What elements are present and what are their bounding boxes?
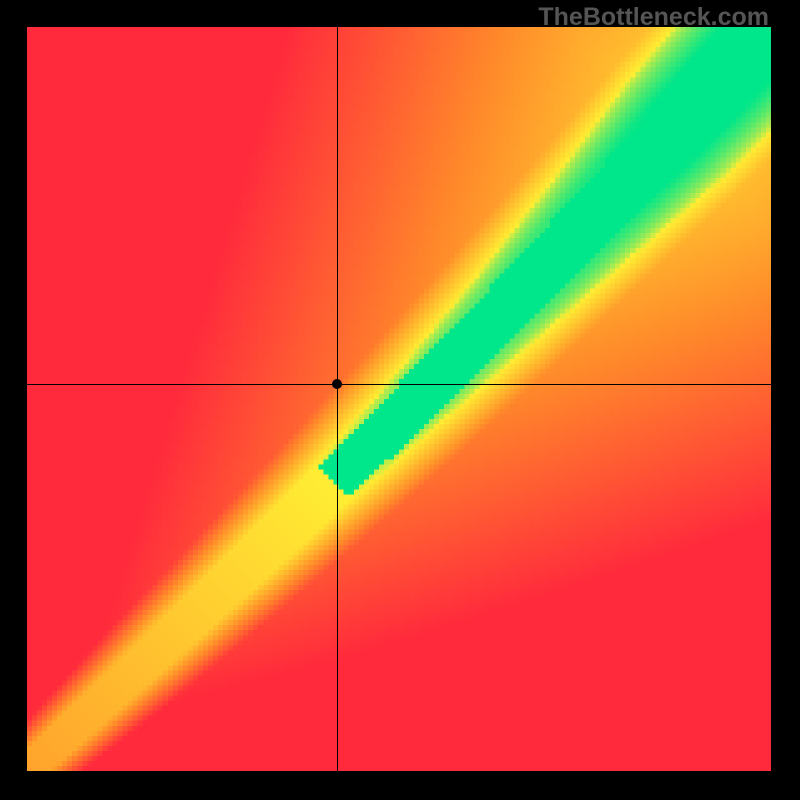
watermark-text: TheBottleneck.com <box>538 3 769 32</box>
heatmap-canvas <box>27 27 771 771</box>
crosshair-vertical <box>337 27 338 771</box>
plot-area <box>27 27 771 771</box>
crosshair-horizontal <box>27 384 771 385</box>
